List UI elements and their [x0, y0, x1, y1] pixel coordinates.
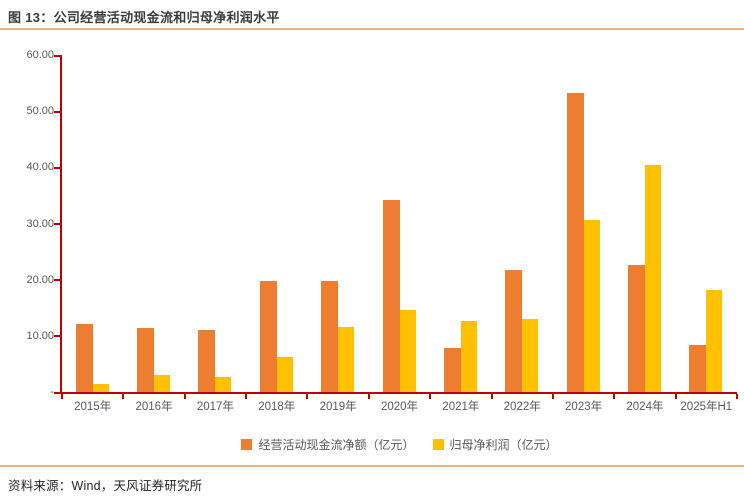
bottom-divider-line [0, 465, 744, 467]
bar-profit-2020年 [399, 310, 416, 392]
bar-chart: -10.00 20.00 30.00 40.00 50.00 60.00 2015年 201… [0, 36, 744, 434]
bar-profit-2015年 [92, 383, 109, 392]
y-axis-label: 20.00 [26, 273, 54, 286]
x-tick-mark [122, 394, 125, 399]
legend-item-cashflow: 经营活动现金流净额（亿元） [241, 436, 415, 453]
x-axis-label: 2018年 [258, 401, 296, 413]
y-axis-label: 50.00 [26, 105, 54, 118]
bar-profit-2016年 [154, 375, 171, 392]
plot-area [54, 54, 738, 399]
x-tick-mark [245, 394, 248, 399]
bar-profit-2022年 [522, 318, 539, 392]
y-tick-mark [54, 54, 61, 57]
source-note: 资料来源：Wind，天风证券研究所 [8, 479, 203, 493]
bar-profit-2017年 [215, 377, 232, 392]
bar-cashflow-2024年 [627, 264, 645, 392]
x-tick-mark [429, 394, 432, 399]
cashflow-swatch-icon [241, 439, 253, 450]
y-axis-label: - [50, 386, 54, 398]
x-axis-label: 2016年 [135, 401, 173, 413]
y-tick-mark [54, 110, 61, 113]
x-tick-mark [183, 394, 186, 399]
x-axis-label: 2019年 [319, 401, 357, 413]
legend-label-cashflow: 经营活动现金流净额（亿元） [258, 438, 415, 452]
y-axis-label: 60.00 [26, 49, 54, 61]
x-axis-line [60, 392, 737, 394]
profit-swatch-icon [432, 439, 444, 450]
bar-profit-2023年 [583, 219, 600, 392]
chart-legend: 经营活动现金流净额（亿元） 归母净利润（亿元） [62, 436, 737, 453]
x-axis-label: 2023年 [565, 401, 603, 413]
y-tick-mark [54, 335, 61, 338]
bar-cashflow-2022年 [505, 270, 523, 392]
x-tick-mark [490, 394, 493, 399]
y-axis-label: 40.00 [26, 161, 54, 174]
bar-profit-2025年H1 [706, 290, 723, 392]
x-tick-mark [551, 394, 554, 399]
bar-profit-2021年 [460, 320, 477, 392]
y-tick-mark [54, 166, 61, 169]
x-axis-label: 2022年 [503, 401, 541, 413]
bar-cashflow-2020年 [382, 200, 400, 392]
x-tick-mark [367, 394, 370, 399]
bar-cashflow-2018年 [259, 281, 277, 392]
x-axis-label: 2021年 [442, 401, 480, 413]
bar-cashflow-2016年 [137, 327, 155, 392]
y-axis-label: 30.00 [26, 217, 54, 230]
x-tick-mark [674, 394, 677, 399]
bar-cashflow-2025年H1 [689, 344, 707, 392]
top-divider-line [0, 28, 744, 30]
x-tick-mark [736, 394, 738, 399]
x-axis-labels: 2015年 2016年 2017年 2018年 2019年 2020年 2021年 2022年… [62, 398, 737, 414]
bar-cashflow-2017年 [198, 330, 216, 392]
bar-cashflow-2015年 [75, 324, 93, 392]
x-axis-label: 2025年H1 [680, 401, 733, 413]
x-axis-label: 2020年 [380, 401, 419, 413]
bar-cashflow-2023年 [566, 93, 584, 392]
bar-cashflow-2021年 [443, 348, 461, 392]
y-tick-mark [54, 391, 61, 394]
figure-title: 图 13：公司经营活动现金流和归母净利润水平 [8, 10, 280, 25]
x-axis-label: 2024年 [626, 401, 664, 413]
legend-item-profit: 归母净利润（亿元） [432, 436, 558, 453]
bar-profit-2024年 [644, 164, 661, 392]
x-axis-label: 2017年 [196, 401, 234, 413]
y-axis-label: 10.00 [26, 329, 54, 342]
y-tick-mark [54, 223, 61, 225]
y-axis-line [60, 55, 62, 394]
x-tick-mark [613, 394, 616, 399]
x-tick-mark [61, 394, 63, 399]
bar-profit-2019年 [338, 326, 355, 392]
legend-label-profit: 归母净利润（亿元） [449, 438, 558, 452]
x-axis-label: 2015年 [74, 401, 112, 413]
bar-cashflow-2019年 [321, 280, 339, 392]
y-axis-labels: - 10.00 20.00 30.00 40.00 50.00 60.00 [0, 49, 54, 398]
bar-profit-2018年 [276, 357, 293, 392]
y-tick-mark [54, 279, 61, 282]
x-tick-mark [306, 394, 309, 399]
